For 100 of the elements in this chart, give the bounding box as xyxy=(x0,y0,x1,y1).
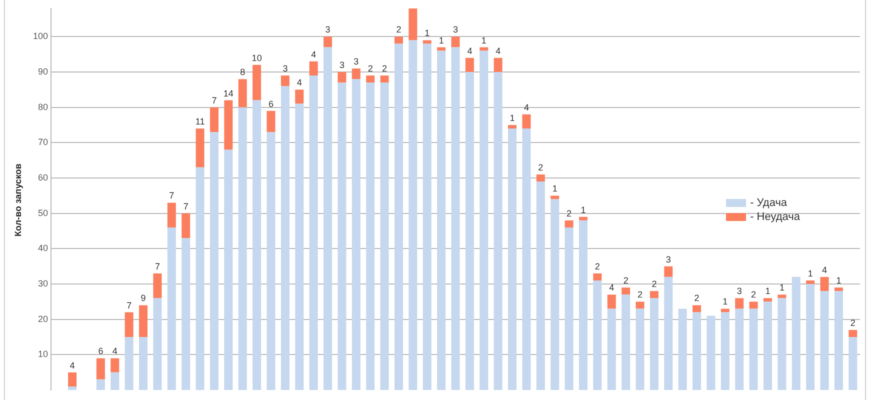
bar xyxy=(522,114,531,129)
bar xyxy=(96,379,105,390)
bar xyxy=(720,308,730,312)
bar xyxy=(465,72,474,390)
data-label: 2 xyxy=(368,64,373,74)
bar xyxy=(636,302,644,309)
bar xyxy=(366,82,375,390)
data-label: 7 xyxy=(183,201,188,212)
data-label: 1 xyxy=(808,268,813,278)
bar xyxy=(252,100,262,390)
data-label: 7 xyxy=(169,190,174,201)
y-axis-title: Кол-во запусков xyxy=(13,164,23,236)
data-label: 4 xyxy=(496,46,501,56)
bar xyxy=(238,79,247,108)
bar xyxy=(153,273,162,298)
data-label: 2 xyxy=(652,279,657,290)
bar xyxy=(622,288,630,295)
bar xyxy=(593,273,602,280)
y-tick-label: 10 xyxy=(38,349,48,360)
data-label: 4 xyxy=(467,46,472,56)
bar xyxy=(480,50,488,390)
bar xyxy=(735,298,744,309)
bar xyxy=(224,100,233,150)
bar xyxy=(678,308,687,390)
data-label: 2 xyxy=(751,290,756,300)
bar xyxy=(295,104,304,390)
bar xyxy=(607,308,616,390)
bar xyxy=(210,107,218,132)
y-tick-label: 20 xyxy=(38,314,48,324)
bar xyxy=(763,298,772,302)
bar xyxy=(778,294,786,298)
data-label: 1 xyxy=(552,184,558,194)
bar xyxy=(224,150,233,390)
data-label: 3 xyxy=(282,64,288,74)
data-label: 11 xyxy=(195,116,205,127)
bar xyxy=(422,44,432,390)
bar xyxy=(778,298,786,390)
bar xyxy=(494,72,502,390)
bar xyxy=(664,266,673,277)
data-label: 2 xyxy=(396,24,402,35)
bar xyxy=(124,337,134,390)
bar xyxy=(196,128,204,168)
data-label: 2 xyxy=(638,290,643,300)
bar xyxy=(324,36,332,48)
y-tick-label: 80 xyxy=(38,102,48,112)
bar xyxy=(167,202,176,228)
bar xyxy=(266,110,276,132)
data-label: 7 xyxy=(212,95,217,106)
bar xyxy=(96,358,105,380)
bar xyxy=(408,40,418,390)
data-label: 2 xyxy=(694,293,700,304)
data-label: 4 xyxy=(609,282,614,293)
bar xyxy=(820,291,829,390)
bar xyxy=(352,79,360,390)
data-label: 6 xyxy=(268,98,274,109)
data-label: 1 xyxy=(580,204,586,215)
bar xyxy=(182,238,190,390)
data-label: 6 xyxy=(98,346,104,356)
bar xyxy=(338,72,346,83)
y-tick-label: 30 xyxy=(38,278,48,288)
bar xyxy=(280,76,290,86)
bar xyxy=(437,50,446,390)
data-label: 1 xyxy=(438,35,444,46)
bar xyxy=(394,44,403,390)
bar xyxy=(834,291,843,390)
bar xyxy=(153,298,162,390)
y-tick-label: 60 xyxy=(38,172,48,182)
bar xyxy=(522,128,531,390)
bar xyxy=(550,196,560,200)
bar xyxy=(820,276,829,292)
y-tick-label: 40 xyxy=(38,243,48,254)
bar xyxy=(465,58,474,72)
bar xyxy=(408,8,418,40)
bar xyxy=(266,132,276,390)
bar xyxy=(806,284,815,390)
data-label: 4 xyxy=(311,49,316,60)
bar xyxy=(68,386,77,390)
data-label: 1 xyxy=(722,296,728,307)
data-label: 3 xyxy=(354,56,359,66)
bar xyxy=(309,61,318,76)
bar xyxy=(735,308,744,390)
bar xyxy=(380,82,389,390)
data-label: 3 xyxy=(453,24,458,35)
data-label: 2 xyxy=(850,318,856,328)
bar xyxy=(650,291,658,298)
bar xyxy=(564,220,574,228)
y-tick-label: 50 xyxy=(38,208,48,218)
bar xyxy=(749,302,758,309)
data-label: 14 xyxy=(223,88,234,98)
data-label: 3 xyxy=(325,24,330,35)
bar xyxy=(110,358,120,372)
bar xyxy=(536,174,545,182)
bar xyxy=(578,220,588,390)
bar xyxy=(692,312,702,390)
data-label: 1 xyxy=(481,35,486,46)
bar xyxy=(508,125,517,129)
data-label: 7 xyxy=(154,261,160,272)
data-label: 3 xyxy=(736,286,742,296)
legend-label: - Неудача xyxy=(750,211,800,223)
bar xyxy=(508,128,517,390)
